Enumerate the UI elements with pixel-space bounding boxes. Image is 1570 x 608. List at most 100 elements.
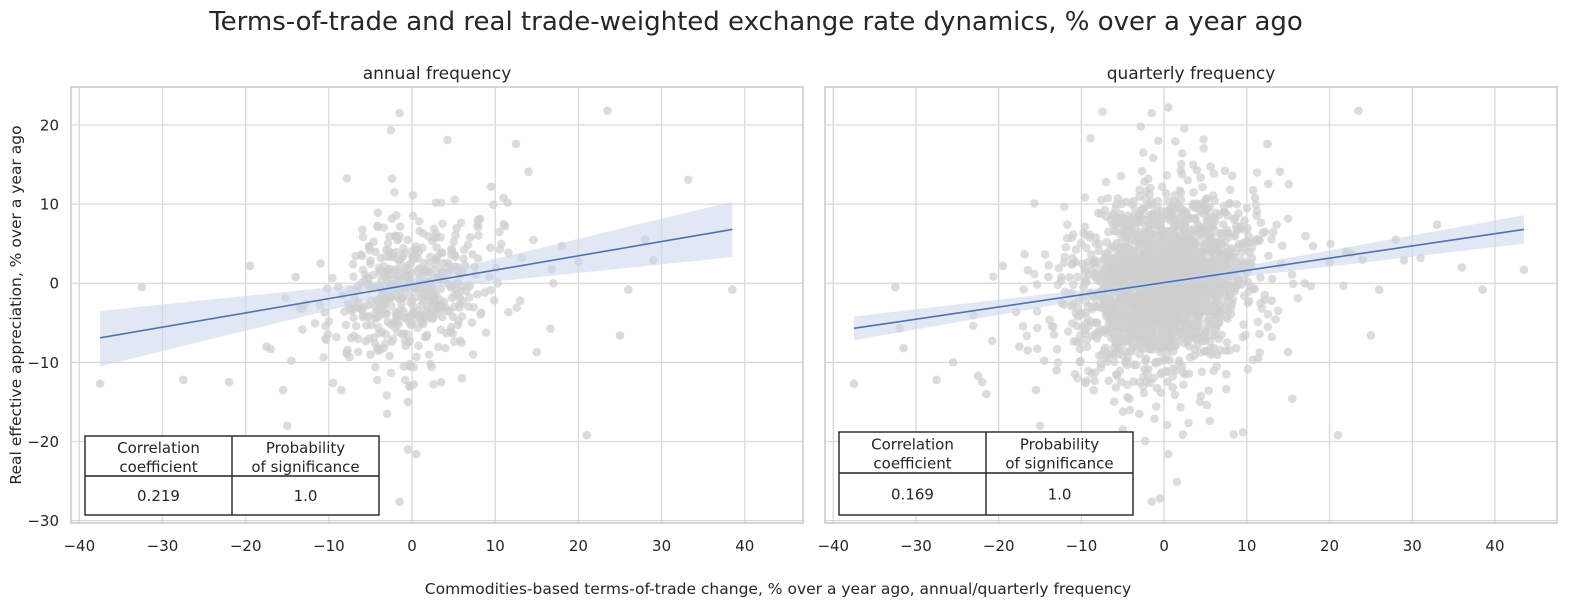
stats-table: Correlation coefficient Probability of sign… xyxy=(838,431,1134,516)
scatter-point xyxy=(95,379,105,389)
scatter-point xyxy=(1098,107,1107,117)
scatter-point xyxy=(1056,272,1066,282)
panel-title: annual frequency xyxy=(363,64,512,84)
x-tick-label: 40 xyxy=(1485,537,1504,555)
scatter-point xyxy=(1244,287,1254,296)
scatter-point xyxy=(1122,233,1132,243)
scatter-point xyxy=(385,293,395,303)
scatter-point xyxy=(1172,296,1182,305)
scatter-point xyxy=(1257,304,1267,313)
scatter-point xyxy=(1519,265,1529,275)
scatter-point xyxy=(1212,321,1221,331)
scatter-point xyxy=(390,322,400,332)
scatter-point xyxy=(374,263,384,272)
scatter-point xyxy=(1283,214,1293,223)
y-tick-label: 0 xyxy=(49,275,59,293)
scatter-point xyxy=(1106,244,1115,253)
regression-line xyxy=(853,228,1525,330)
scatter-point xyxy=(1230,231,1240,241)
scatter-point xyxy=(385,351,394,361)
scatter-point xyxy=(419,265,429,274)
scatter-point xyxy=(1221,384,1231,394)
scatter-point xyxy=(1073,304,1082,313)
scatter-point xyxy=(1032,323,1042,333)
scatter-point xyxy=(473,222,483,232)
scatter-point xyxy=(1208,247,1217,256)
scatter-point xyxy=(403,235,412,245)
scatter-point xyxy=(298,325,307,334)
scatter-point xyxy=(1163,286,1172,296)
scatter-point xyxy=(443,135,452,145)
scatter-point xyxy=(1260,227,1270,237)
scatter-point xyxy=(465,233,475,242)
scatter-point xyxy=(1125,331,1134,340)
scatter-point xyxy=(1183,260,1192,270)
scatter-point xyxy=(1234,209,1243,218)
scatter-point xyxy=(1202,400,1212,410)
scatter-point xyxy=(391,211,401,220)
scatter-point xyxy=(1277,241,1287,251)
scatter-point xyxy=(1139,344,1148,353)
scatter-point xyxy=(381,339,390,348)
scatter-point xyxy=(1366,331,1376,340)
scatter-point xyxy=(341,320,351,330)
scatter-point xyxy=(1130,256,1139,266)
scatter-point xyxy=(388,334,398,344)
scatter-point xyxy=(1140,203,1149,213)
scatter-point xyxy=(340,307,349,316)
scatter-point xyxy=(395,497,404,506)
scatter-point xyxy=(1199,144,1208,153)
scatter-point xyxy=(1176,195,1186,204)
scatter-point xyxy=(1189,294,1199,304)
scatter-point xyxy=(1112,370,1121,379)
scatter-point xyxy=(1019,285,1029,294)
scatter-point xyxy=(450,290,459,300)
scatter-points xyxy=(95,106,737,506)
scatter-point xyxy=(1091,318,1101,327)
scatter-point xyxy=(278,385,288,395)
scatter-point xyxy=(549,278,558,288)
scatter-point xyxy=(418,289,428,298)
scatter-point xyxy=(408,190,418,200)
scatter-point xyxy=(1156,388,1166,397)
scatter-point xyxy=(1217,239,1226,248)
scatter-point xyxy=(418,243,427,253)
scatter-point xyxy=(376,308,385,318)
scatter-point xyxy=(1177,204,1186,213)
scatter-point xyxy=(1071,245,1081,254)
x-tick-label: −40 xyxy=(63,537,95,555)
scatter-point xyxy=(1231,343,1241,353)
scatter-point xyxy=(411,245,420,255)
scatter-point xyxy=(1174,359,1184,368)
scatter-point xyxy=(370,339,380,349)
scatter-point xyxy=(373,208,383,217)
scatter-point xyxy=(291,272,300,282)
scatter-point xyxy=(382,391,392,400)
scatter-point xyxy=(524,167,533,176)
scatter-point xyxy=(386,125,396,135)
scatter-point xyxy=(1092,275,1102,284)
x-tick-label: 40 xyxy=(735,537,754,555)
scatter-point xyxy=(1225,185,1235,194)
scatter-point xyxy=(1224,199,1234,209)
shared-x-axis-label: Commodities-based terms-of-trade change,… xyxy=(425,580,1131,598)
scatter-point xyxy=(1205,416,1215,426)
scatter-point xyxy=(449,337,459,347)
scatter-point xyxy=(328,273,337,283)
scatter-point xyxy=(1129,360,1139,370)
stats-table: Correlation coefficient Probability of sign… xyxy=(84,435,380,516)
scatter-point xyxy=(1253,317,1263,327)
scatter-point xyxy=(411,449,421,459)
scatter-point xyxy=(495,245,505,254)
scatter-point xyxy=(1248,185,1258,195)
scatter-point xyxy=(440,343,450,353)
scatter-point xyxy=(418,313,428,322)
scatter-point xyxy=(1109,357,1119,366)
scatter-point xyxy=(348,260,358,269)
scatter-point xyxy=(981,389,991,399)
scatter-point xyxy=(1239,225,1249,234)
scatter-point xyxy=(1222,292,1231,301)
scatter-point xyxy=(1203,316,1212,325)
scatter-point xyxy=(1162,250,1172,260)
scatter-point xyxy=(1061,243,1071,252)
